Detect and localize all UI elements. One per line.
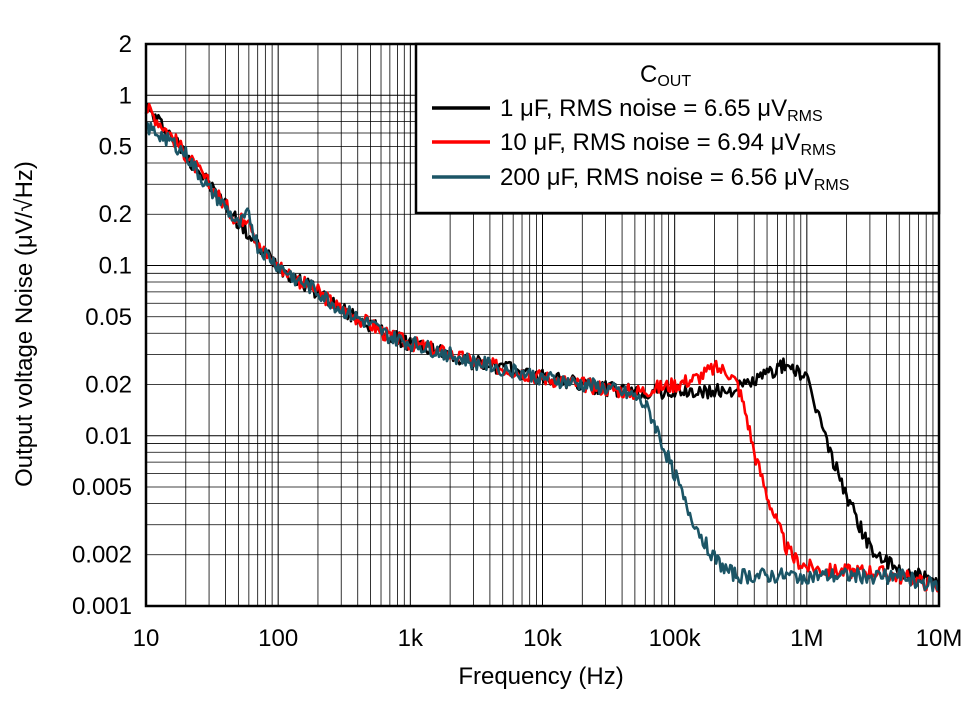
- y-tick-label: 0.005: [72, 474, 132, 501]
- y-tick-label: 0.02: [85, 371, 132, 398]
- x-tick-label: 1M: [790, 625, 823, 652]
- x-tick-label: 10k: [523, 625, 563, 652]
- y-tick-labels: 0.001 0.002 0.005 0.01 0.02 0.05 0.1 0.2 0.5 1 2: [72, 31, 132, 620]
- y-tick-label: 0.5: [99, 134, 132, 161]
- legend-entry-label: 1 μF, RMS noise = 6.65 μVRMS: [500, 95, 823, 125]
- y-tick-label: 0.002: [72, 542, 132, 569]
- legend-entry-label: 10 μF, RMS noise = 6.94 μVRMS: [500, 129, 836, 159]
- y-tick-label: 0.2: [99, 201, 132, 228]
- x-tick-label: 100: [258, 625, 298, 652]
- x-tick-label: 10M: [916, 625, 963, 652]
- x-tick-label: 10: [133, 625, 160, 652]
- legend-entry-label: 200 μF, RMS noise = 6.56 μVRMS: [500, 164, 849, 194]
- y-tick-label: 0.05: [85, 304, 132, 331]
- x-tick-labels: 10 100 1k 10k 100k 1M 10M: [133, 625, 963, 652]
- series-layer: [144, 102, 941, 593]
- y-tick-label: 0.001: [72, 593, 132, 620]
- x-axis-title: Frequency (Hz): [458, 663, 623, 690]
- series-line: [144, 121, 941, 593]
- y-tick-label: 2: [119, 31, 132, 58]
- y-axis-title: Output voltage Noise (μV/√Hz): [11, 161, 38, 487]
- legend-box: [414, 42, 941, 215]
- x-tick-label: 100k: [649, 625, 702, 652]
- x-tick-label: 1k: [398, 625, 424, 652]
- y-tick-label: 0.1: [99, 253, 132, 280]
- y-tick-label: 1: [119, 82, 132, 109]
- y-tick-label: 0.01: [85, 423, 132, 450]
- legend-entries: 1 μF, RMS noise = 6.65 μVRMS 10 μF, RMS n…: [432, 95, 849, 194]
